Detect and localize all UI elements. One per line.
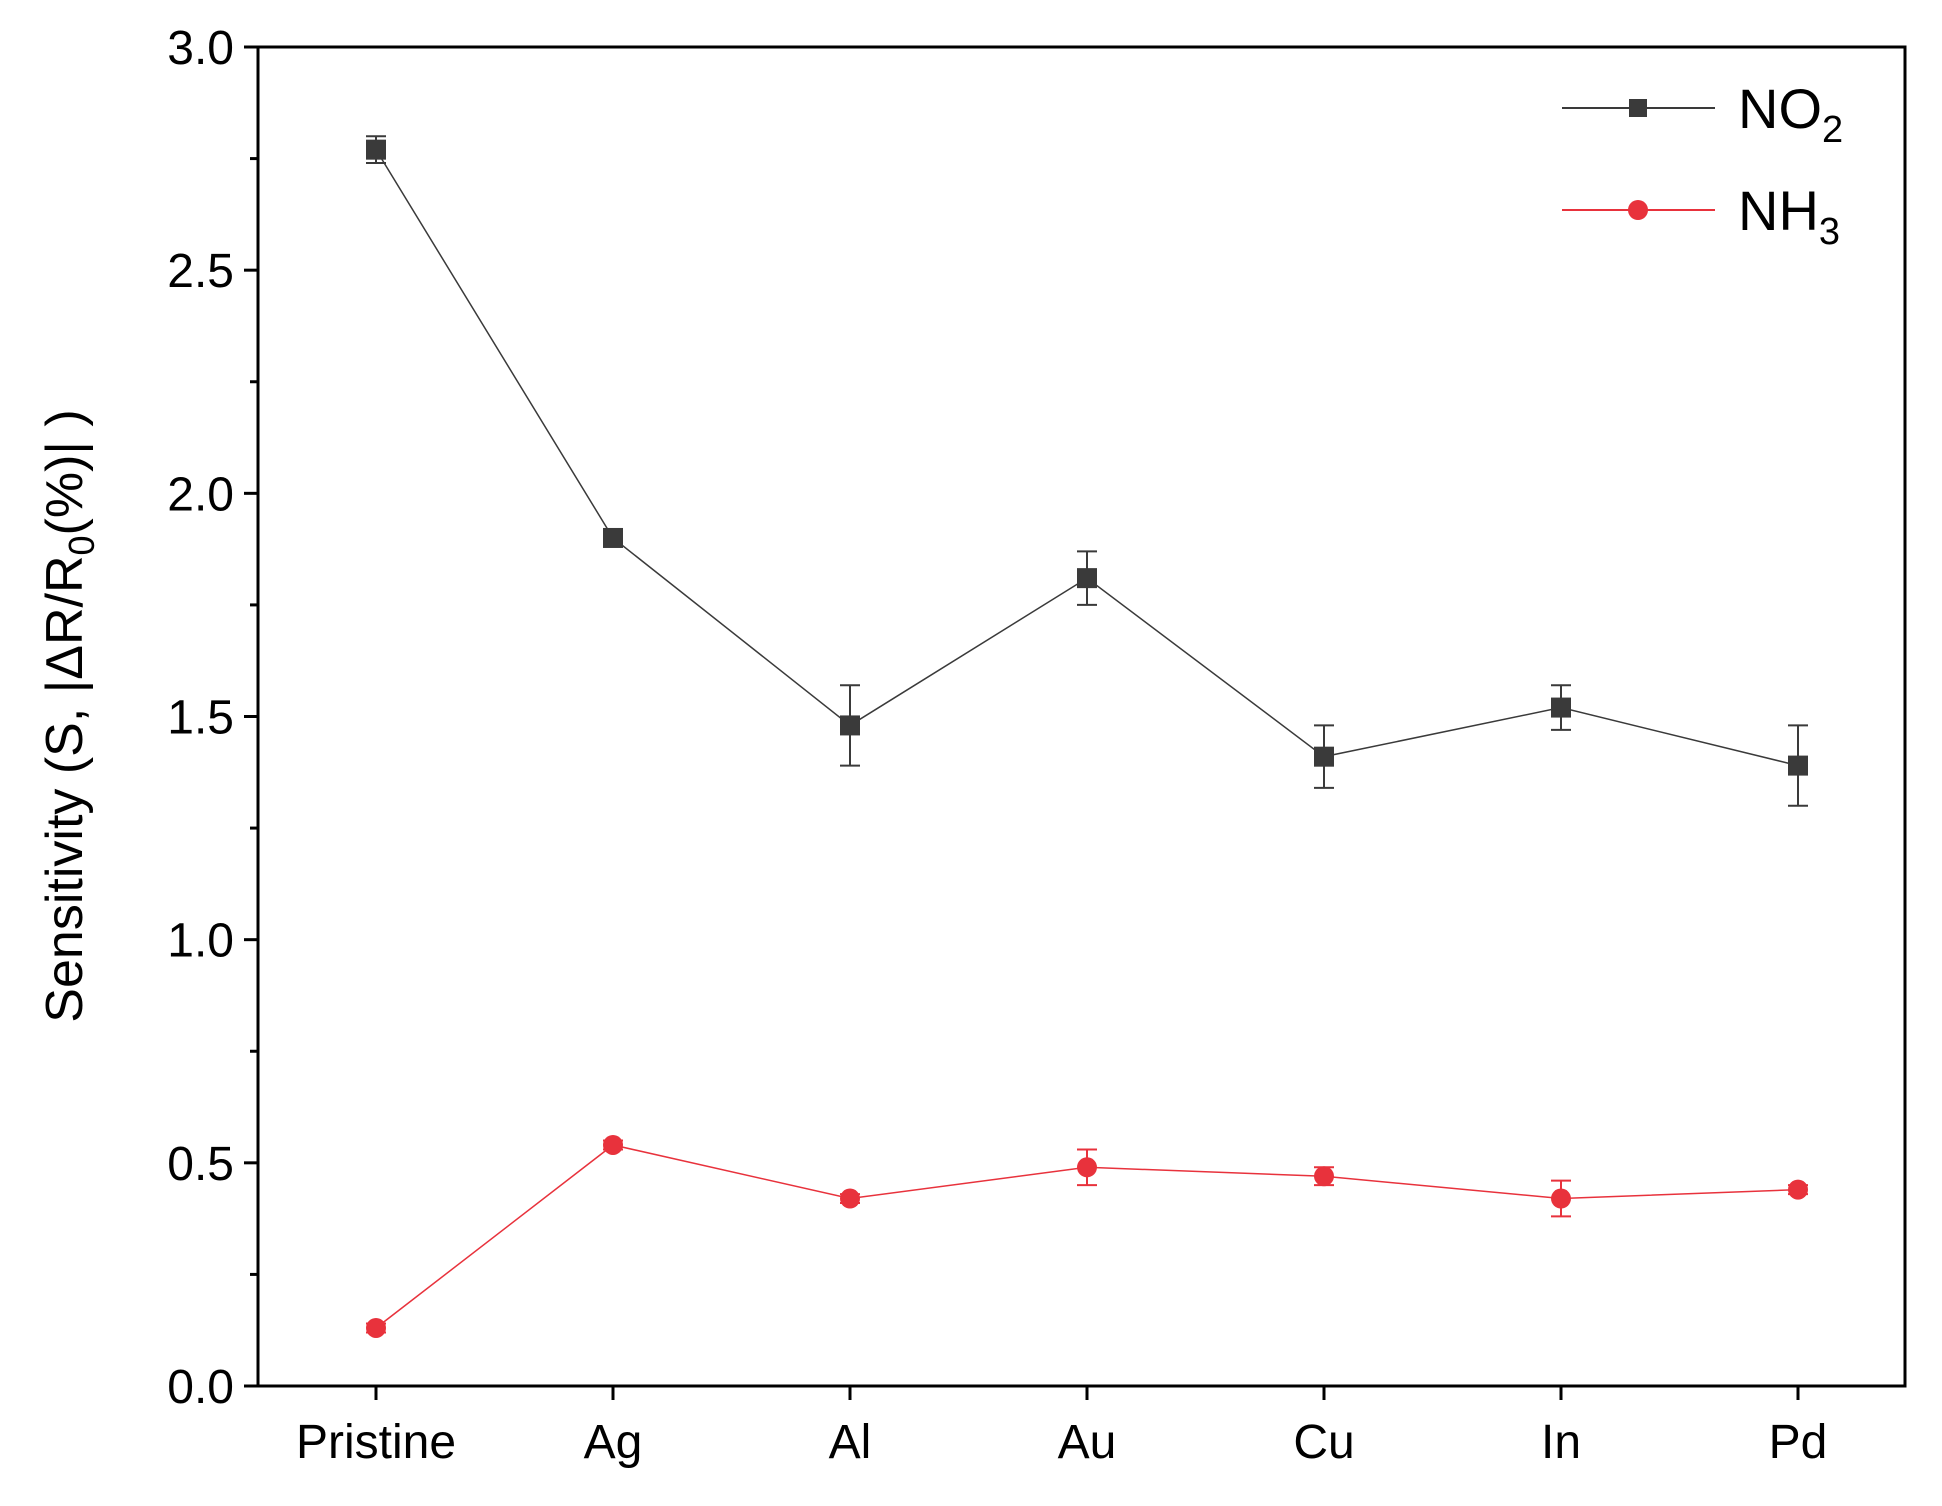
data-point [1788, 755, 1808, 776]
legend-no2-marker [1629, 99, 1647, 117]
series-nh3 [366, 1134, 1808, 1338]
data-point [603, 527, 623, 548]
data-point [1314, 1166, 1334, 1187]
series-no2 [366, 135, 1808, 807]
x-tick-label: Ag [584, 1416, 643, 1469]
x-tick-label: Pd [1769, 1416, 1828, 1469]
data-point [1077, 1157, 1097, 1178]
data-point [366, 1317, 386, 1338]
data-point [603, 1134, 623, 1155]
x-tick-label: Cu [1293, 1416, 1354, 1469]
plot-frame [256, 45, 1907, 1388]
x-tick-label: Al [829, 1416, 872, 1469]
y-tick-label: 0.0 [167, 1361, 234, 1414]
data-point [1788, 1179, 1808, 1200]
legend-nh3-marker [1628, 200, 1648, 220]
y-tick-label: 3.0 [167, 22, 234, 75]
y-tick-label: 1.5 [167, 692, 234, 745]
data-point [1314, 746, 1334, 767]
y-tick-label: 0.5 [167, 1138, 234, 1191]
x-tick-label: In [1541, 1416, 1581, 1469]
y-tick-label: 2.5 [167, 245, 234, 298]
data-point [1551, 1188, 1571, 1209]
data-point [366, 139, 386, 160]
data-point [1077, 568, 1097, 589]
y-axis-label: Sensitivity (S, |ΔR/R0(%)| ) [36, 409, 102, 1022]
legend-nh3-label: NH3 [1738, 179, 1840, 253]
legend-no2-label: NO2 [1738, 77, 1843, 151]
data-point [840, 1188, 860, 1209]
y-tick-label: 2.0 [167, 468, 234, 521]
data-point [1551, 697, 1571, 718]
y-tick-label: 1.0 [167, 915, 234, 968]
data-point [840, 715, 860, 736]
legend: NO2 NH3 [1562, 77, 1843, 253]
x-tick-label: Pristine [296, 1416, 456, 1469]
series-line [375, 149, 1799, 767]
x-tick-label: Au [1058, 1416, 1117, 1469]
